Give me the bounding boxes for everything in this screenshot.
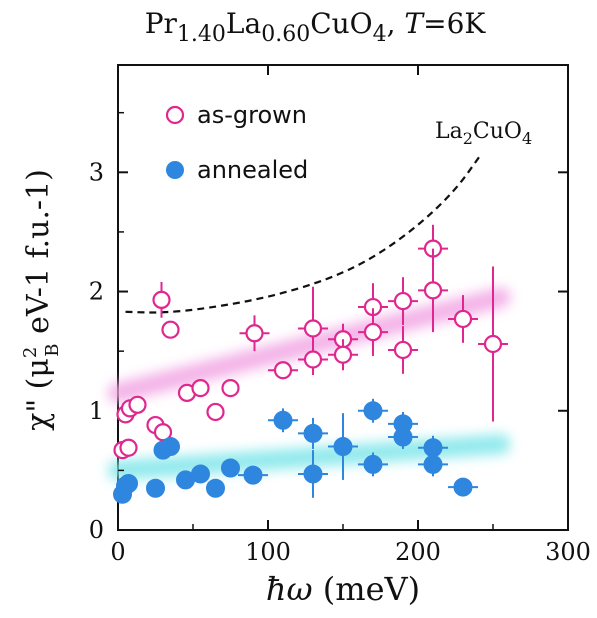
title-part: 0.60 [261, 22, 310, 47]
data-point [273, 410, 293, 430]
data-point [119, 474, 138, 493]
data-point [161, 320, 180, 339]
data-point [206, 478, 225, 498]
title-part: 1.40 [177, 22, 226, 47]
data-point [483, 334, 503, 354]
data-point [303, 350, 323, 369]
y-tick-label: 2 [89, 278, 104, 306]
data-point [191, 464, 210, 484]
data-point [161, 437, 180, 457]
reference-curve-line [125, 153, 482, 314]
data-point [333, 437, 353, 457]
ref-label-part: 2 [463, 129, 473, 148]
data-point [221, 458, 240, 478]
data-point [191, 379, 210, 398]
data-point [363, 454, 383, 474]
data-point [393, 291, 413, 311]
series-layer [113, 224, 508, 504]
y-label-sub: B [42, 343, 63, 356]
y-label-part: χ" (μ [21, 358, 56, 431]
data-point [423, 454, 443, 474]
x-tick-label: 100 [245, 538, 291, 566]
data-point [303, 464, 323, 484]
data-point [363, 401, 383, 421]
series-annealed [113, 398, 478, 504]
data-point [393, 340, 413, 360]
y-label-part: eV-1 f.u.-1) [21, 169, 56, 343]
data-point [273, 361, 293, 380]
y-label-sup: 2 [20, 347, 41, 358]
data-point [363, 322, 383, 342]
data-point [128, 395, 147, 414]
data-point [303, 319, 323, 338]
data-point [206, 402, 225, 422]
data-point [146, 478, 165, 498]
data-point [333, 345, 353, 364]
x-label-symbol: ħω [266, 570, 313, 608]
legend-label: as-grown [197, 101, 307, 129]
data-point [453, 309, 473, 329]
series-as-grown [113, 224, 508, 460]
data-point [221, 379, 240, 398]
title-part: CuO [310, 7, 372, 40]
guide-band-0 [108, 287, 511, 403]
x-tick-label: 300 [545, 538, 591, 566]
y-tick-label: 0 [89, 516, 104, 544]
data-point [153, 423, 173, 442]
ref-label-part: 4 [522, 129, 532, 148]
axis-ticks: 0 100 200 300 0 1 2 3 [89, 65, 591, 566]
data-point [303, 423, 323, 443]
title-part: T [404, 7, 425, 40]
title-part: Pr [145, 7, 178, 40]
legend-marker [166, 161, 184, 179]
data-point [243, 465, 263, 485]
chart-title: Pr1.40La0.60CuO4, T=6K [145, 7, 487, 47]
y-axis-label: χ" (μ2B eV-1 f.u.-1) [20, 169, 63, 431]
reference-curve-label: La2CuO4 [435, 119, 532, 148]
legend-label: annealed [197, 156, 308, 184]
ref-label-part: La [435, 119, 463, 144]
reference-curve [125, 153, 482, 314]
y-tick-label: 3 [89, 158, 104, 186]
data-point [393, 427, 413, 447]
ref-label-part: CuO [473, 119, 522, 144]
title-part: La [226, 7, 261, 40]
data-point [152, 290, 171, 309]
x-label-unit: (meV) [313, 570, 421, 608]
data-point [245, 324, 264, 343]
title-part: =6K [423, 7, 486, 40]
title-part: , [387, 7, 405, 40]
data-point [453, 477, 473, 497]
data-point [423, 281, 443, 300]
data-point [119, 438, 138, 457]
x-axis-label: ħω (meV) [266, 570, 420, 608]
x-tick-label: 200 [395, 538, 441, 566]
legend: as-grown annealed [165, 101, 308, 184]
y-tick-label: 1 [89, 397, 104, 425]
x-tick-label: 0 [110, 538, 125, 566]
title-part: 4 [373, 22, 387, 47]
legend-marker [165, 105, 185, 125]
